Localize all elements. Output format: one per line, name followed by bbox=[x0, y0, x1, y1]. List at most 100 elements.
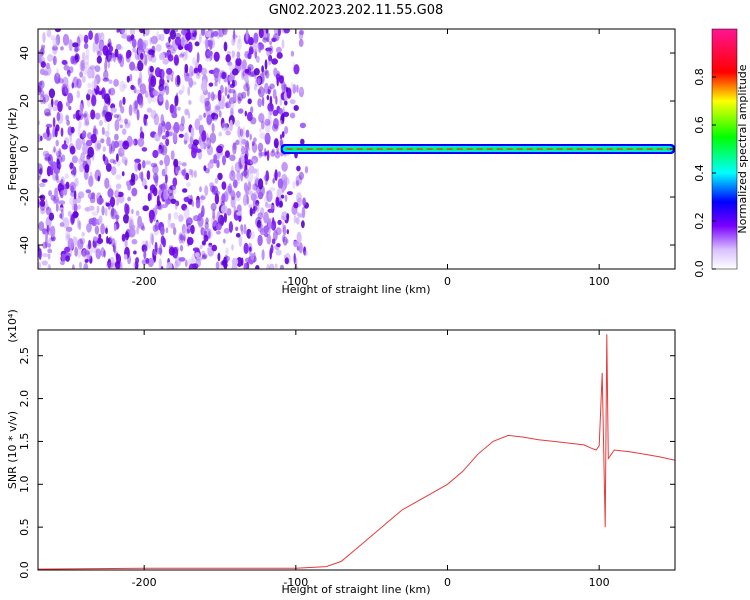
heatmap-cell bbox=[247, 180, 252, 191]
heatmap-cell bbox=[84, 113, 91, 122]
heatmap-cell bbox=[253, 191, 260, 200]
heatmap-cell bbox=[85, 165, 88, 173]
y-tick-label: 0 bbox=[18, 146, 31, 153]
heatmap-cell bbox=[106, 261, 113, 269]
heatmap-cell bbox=[249, 231, 255, 240]
heatmap-cell bbox=[187, 112, 191, 119]
colorbar-tick-label: 0.4 bbox=[693, 164, 706, 182]
heatmap-cell bbox=[274, 169, 278, 181]
heatmap-cell bbox=[232, 29, 236, 40]
heatmap-cell bbox=[88, 175, 94, 187]
heatmap-cell bbox=[50, 35, 56, 41]
heatmap-cell bbox=[117, 53, 123, 64]
heatmap-cell bbox=[77, 238, 84, 250]
heatmap-cell bbox=[47, 154, 54, 166]
heatmap-cell bbox=[79, 71, 83, 78]
heatmap-cell bbox=[47, 226, 51, 233]
heatmap-cell bbox=[253, 84, 258, 91]
heatmap-cell bbox=[167, 217, 171, 229]
heatmap-cell bbox=[111, 238, 116, 248]
heatmap-cell bbox=[152, 224, 159, 232]
heatmap-cell bbox=[55, 34, 61, 46]
heatmap-cell bbox=[182, 228, 188, 237]
heatmap-cell bbox=[265, 69, 270, 79]
heatmap-cell bbox=[41, 260, 48, 266]
heatmap-cell bbox=[257, 142, 264, 152]
heatmap-cell bbox=[116, 29, 120, 33]
heatmap-cell bbox=[68, 39, 73, 52]
heatmap-cell bbox=[106, 159, 110, 171]
heatmap-cell bbox=[257, 223, 264, 233]
heatmap-cell bbox=[74, 177, 79, 187]
heatmap-cell bbox=[209, 40, 213, 50]
heatmap-cell bbox=[80, 152, 85, 163]
heatmap-cell bbox=[135, 210, 140, 217]
heatmap-cell bbox=[298, 30, 304, 41]
heatmap-cell bbox=[39, 194, 46, 201]
heatmap-cell bbox=[242, 126, 246, 138]
heatmap-cell bbox=[124, 231, 129, 241]
heatmap-cell bbox=[261, 96, 265, 107]
heatmap-cell bbox=[225, 54, 231, 63]
heatmap-cell bbox=[172, 131, 178, 143]
heatmap-cell bbox=[205, 139, 210, 145]
heatmap-cell bbox=[301, 220, 305, 229]
heatmap-cell bbox=[264, 120, 271, 133]
heatmap-cell bbox=[164, 154, 170, 167]
heatmap-cell bbox=[60, 260, 65, 266]
heatmap-cell bbox=[60, 189, 65, 196]
heatmap-cell bbox=[158, 34, 162, 41]
heatmap-cell bbox=[201, 205, 205, 218]
heatmap-cell bbox=[258, 43, 265, 51]
heatmap-cell bbox=[277, 219, 282, 226]
heatmap-cell bbox=[149, 212, 154, 224]
heatmap-cell bbox=[170, 150, 175, 161]
heatmap-cell bbox=[235, 139, 240, 146]
heatmap-cell bbox=[124, 118, 128, 125]
heatmap-cell bbox=[203, 234, 209, 242]
heatmap-cell bbox=[229, 154, 236, 162]
heatmap-cell bbox=[119, 124, 123, 129]
heatmap-cell bbox=[125, 51, 130, 60]
heatmap-cell bbox=[138, 97, 144, 109]
heatmap-cell bbox=[216, 145, 223, 154]
heatmap-cell bbox=[47, 264, 51, 269]
heatmap-cell bbox=[200, 29, 206, 36]
heatmap-cell bbox=[186, 222, 191, 234]
heatmap-cell bbox=[294, 257, 298, 267]
heatmap-cell bbox=[107, 54, 114, 62]
heatmap-cell bbox=[71, 166, 77, 178]
heatmap-cell bbox=[134, 160, 139, 172]
heatmap-cell bbox=[54, 72, 61, 85]
heatmap-cell bbox=[304, 166, 309, 174]
heatmap-cell bbox=[264, 132, 271, 145]
heatmap-cell bbox=[81, 248, 87, 257]
heatmap-cell bbox=[214, 177, 219, 184]
heatmap-cell bbox=[94, 33, 99, 45]
heatmap-cell bbox=[158, 258, 162, 269]
heatmap-cell bbox=[119, 80, 126, 93]
heatmap-cell bbox=[73, 190, 77, 200]
heatmap-cell bbox=[292, 84, 297, 94]
heatmap-cell bbox=[77, 204, 81, 210]
colorbar: 0.0 0.2 0.4 0.6 0.8 Normalized spectral ampl… bbox=[693, 28, 749, 278]
heatmap-cell bbox=[152, 187, 158, 197]
heatmap-cell bbox=[231, 165, 234, 177]
heatmap-cell bbox=[170, 198, 177, 204]
heatmap-cell bbox=[257, 212, 264, 220]
heatmap-cell bbox=[188, 263, 195, 269]
heatmap-cell bbox=[81, 52, 86, 62]
heatmap-cell bbox=[257, 89, 262, 95]
heatmap-cell bbox=[184, 108, 190, 116]
heatmap-cell bbox=[237, 96, 242, 104]
heatmap-cell bbox=[253, 32, 259, 45]
heatmap-cell bbox=[196, 52, 200, 63]
heatmap-cell bbox=[289, 99, 296, 104]
heatmap-cell bbox=[85, 189, 92, 194]
heatmap-cell bbox=[119, 29, 126, 34]
heatmap-cell bbox=[116, 160, 121, 167]
y-tick-label: 20 bbox=[18, 94, 31, 108]
heatmap-cell bbox=[290, 82, 294, 92]
heatmap-cell bbox=[104, 93, 111, 104]
